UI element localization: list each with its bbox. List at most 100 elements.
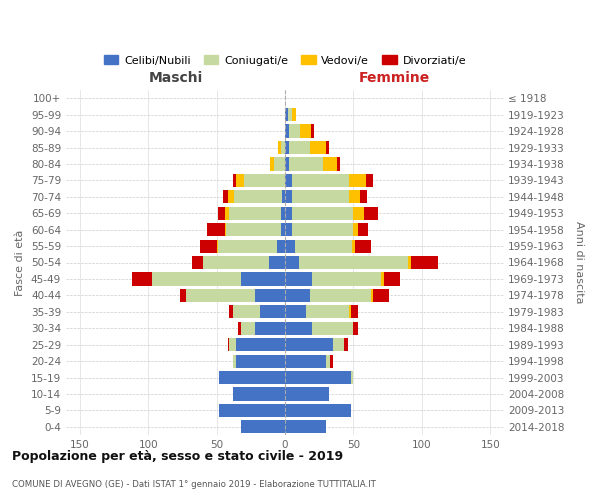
Bar <box>200 240 217 252</box>
Bar <box>285 108 288 121</box>
Bar <box>285 338 333 351</box>
Bar <box>333 338 344 351</box>
Bar <box>233 354 236 368</box>
Bar <box>269 256 285 269</box>
Bar <box>330 354 333 368</box>
Bar <box>285 124 289 138</box>
Bar <box>326 354 330 368</box>
Bar <box>353 223 358 236</box>
Bar <box>285 223 292 236</box>
Bar <box>277 240 285 252</box>
Bar <box>305 305 349 318</box>
Bar <box>229 305 233 318</box>
Bar <box>241 322 255 335</box>
Bar <box>192 256 203 269</box>
Bar <box>383 272 400 285</box>
Bar <box>358 223 368 236</box>
Bar <box>233 305 260 318</box>
Text: Maschi: Maschi <box>148 71 203 85</box>
Bar <box>292 206 353 220</box>
Text: Popolazione per età, sesso e stato civile - 2019: Popolazione per età, sesso e stato civil… <box>12 450 343 463</box>
Bar <box>353 322 358 335</box>
Bar <box>352 240 355 252</box>
Text: Femmine: Femmine <box>359 71 430 85</box>
Bar <box>285 289 310 302</box>
Bar <box>220 404 285 417</box>
Bar <box>310 289 371 302</box>
Bar <box>364 206 378 220</box>
Bar <box>285 388 329 400</box>
Bar <box>223 190 227 203</box>
Bar <box>313 272 381 285</box>
Bar <box>282 190 285 203</box>
Y-axis label: Fasce di età: Fasce di età <box>16 230 25 296</box>
Bar <box>366 174 373 187</box>
Bar <box>323 158 337 170</box>
Bar <box>285 256 299 269</box>
Bar <box>241 420 285 434</box>
Bar <box>355 240 371 252</box>
Y-axis label: Anni di nascita: Anni di nascita <box>574 221 584 304</box>
Bar <box>285 206 292 220</box>
Bar <box>371 289 373 302</box>
Bar <box>274 158 285 170</box>
Bar <box>187 289 255 302</box>
Bar <box>300 124 311 138</box>
Bar <box>292 190 349 203</box>
Bar <box>292 223 353 236</box>
Text: COMUNE DI AVEGNO (GE) - Dati ISTAT 1° gennaio 2019 - Elaborazione TUTTITALIA.IT: COMUNE DI AVEGNO (GE) - Dati ISTAT 1° ge… <box>12 480 376 489</box>
Bar <box>288 108 292 121</box>
Bar <box>285 240 295 252</box>
Bar <box>241 272 285 285</box>
Bar <box>227 190 235 203</box>
Bar <box>349 174 366 187</box>
Bar <box>218 240 277 252</box>
Bar <box>295 240 352 252</box>
Bar <box>179 289 187 302</box>
Bar <box>326 141 329 154</box>
Bar <box>238 322 241 335</box>
Bar <box>225 223 226 236</box>
Bar <box>381 272 383 285</box>
Bar <box>285 420 326 434</box>
Bar <box>292 108 296 121</box>
Bar <box>292 174 349 187</box>
Bar <box>152 272 241 285</box>
Bar <box>285 404 350 417</box>
Bar <box>225 206 229 220</box>
Bar <box>299 256 408 269</box>
Bar <box>411 256 438 269</box>
Bar <box>337 158 340 170</box>
Bar <box>285 272 313 285</box>
Bar <box>289 141 310 154</box>
Bar <box>229 206 281 220</box>
Bar <box>281 206 285 220</box>
Bar <box>233 174 236 187</box>
Bar <box>311 124 314 138</box>
Bar <box>278 141 281 154</box>
Bar <box>220 371 285 384</box>
Bar <box>233 388 285 400</box>
Bar <box>285 141 289 154</box>
Bar <box>132 272 152 285</box>
Bar <box>270 158 274 170</box>
Bar <box>236 354 285 368</box>
Bar <box>289 158 323 170</box>
Bar <box>350 305 358 318</box>
Bar <box>349 190 360 203</box>
Bar <box>289 124 300 138</box>
Bar <box>373 289 389 302</box>
Bar <box>349 305 350 318</box>
Bar <box>236 174 244 187</box>
Bar <box>227 338 229 351</box>
Bar <box>226 223 281 236</box>
Legend: Celibi/Nubili, Coniugati/e, Vedovi/e, Divorziati/e: Celibi/Nubili, Coniugati/e, Vedovi/e, Di… <box>100 50 470 70</box>
Bar <box>285 354 326 368</box>
Bar <box>408 256 411 269</box>
Bar <box>360 190 367 203</box>
Bar <box>255 289 285 302</box>
Bar <box>310 141 326 154</box>
Bar <box>207 223 225 236</box>
Bar <box>285 174 292 187</box>
Bar <box>236 338 285 351</box>
